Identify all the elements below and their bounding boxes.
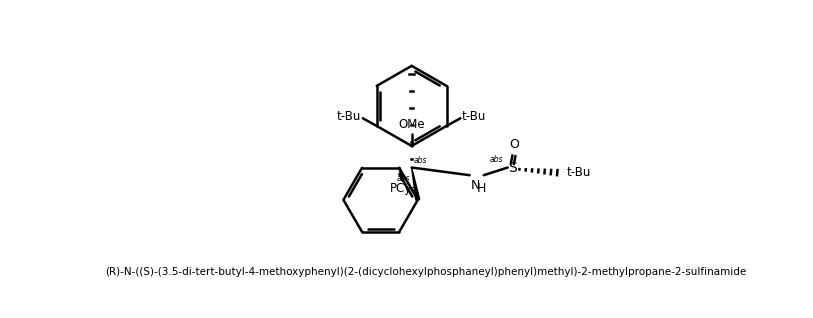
Text: (R)-N-((S)-(3.5-di-tert-butyl-4-methoxyphenyl)(2-(dicyclohexylphosphaneyl)phenyl: (R)-N-((S)-(3.5-di-tert-butyl-4-methoxyp… [105,267,746,277]
Text: t-Bu: t-Bu [462,110,486,123]
Text: t-Bu: t-Bu [337,110,361,123]
Text: abs: abs [414,156,428,165]
Polygon shape [411,168,420,200]
Text: H: H [476,182,486,195]
Text: O: O [509,138,519,151]
Text: S: S [508,161,517,175]
Text: abs: abs [397,174,410,183]
Text: abs: abs [489,156,503,164]
Text: t-Bu: t-Bu [567,166,591,179]
Text: OMe: OMe [398,118,425,131]
Text: PCy₂: PCy₂ [389,183,416,196]
Text: N: N [471,179,480,192]
